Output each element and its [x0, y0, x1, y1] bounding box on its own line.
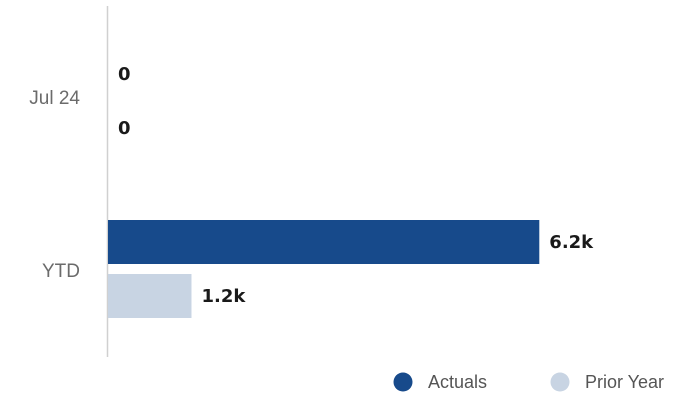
value-label-prior-year-ytd: 1.2k: [201, 286, 246, 307]
bars-group: [108, 220, 540, 318]
legend-swatch-actuals: [393, 372, 413, 392]
legend-swatch-prior-year: [550, 372, 570, 392]
legend-label-actuals: Actuals: [428, 372, 487, 392]
value-label-prior-year-jul-24: 0: [118, 118, 131, 139]
value-label-actuals-jul-24: 0: [118, 64, 131, 85]
bar-actuals-ytd: [108, 220, 540, 264]
category-label-ytd: YTD: [42, 261, 80, 282]
value-label-actuals-ytd: 6.2k: [549, 232, 594, 253]
bar-prior-year-ytd: [108, 274, 192, 318]
value-labels-group: 0 0 6.2k 1.2k: [118, 64, 594, 307]
legend: Actuals Prior Year: [393, 372, 664, 392]
legend-label-prior-year: Prior Year: [585, 372, 664, 392]
category-label-jul-24: Jul 24: [29, 88, 80, 109]
